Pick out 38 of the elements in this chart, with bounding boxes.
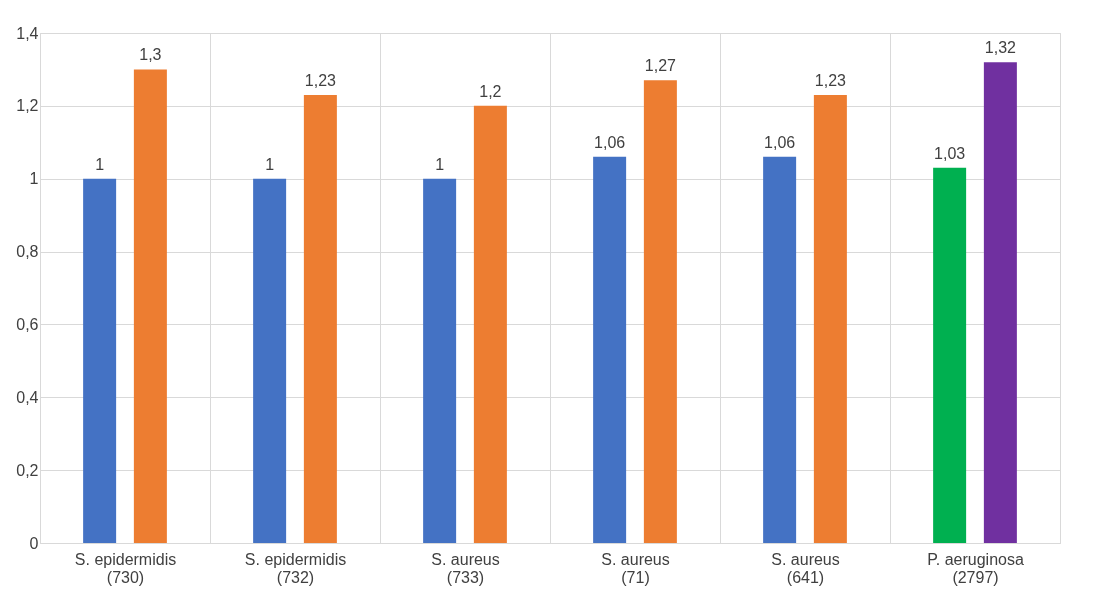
y-tick-label: 0,6 — [16, 315, 39, 333]
bar — [253, 178, 287, 543]
bar — [133, 69, 167, 543]
y-tick-label: 0,4 — [16, 388, 39, 406]
x-tick-label: S. epidermidis (730) — [74, 550, 177, 586]
data-label: 1,06 — [764, 133, 796, 151]
bar — [643, 80, 677, 543]
data-label: 1,2 — [479, 82, 502, 100]
data-label: 1,3 — [139, 46, 162, 64]
x-tick-label: S. aureus (71) — [601, 550, 670, 586]
bar — [303, 94, 337, 543]
data-label: 1 — [265, 155, 275, 173]
data-label: 1 — [435, 155, 445, 173]
bar — [423, 178, 457, 543]
data-label: 1 — [95, 155, 105, 173]
x-tick-label: S. aureus (733) — [431, 550, 500, 586]
bar — [473, 105, 507, 543]
y-tick-label: 1 — [29, 170, 39, 188]
y-tick-label: 0 — [29, 534, 39, 552]
y-tick-label: 0,8 — [16, 243, 39, 261]
data-label: 1,32 — [984, 39, 1017, 57]
x-tick-label: P. aeruginosa (2797) — [927, 550, 1024, 586]
bar — [83, 178, 117, 543]
y-tick-label: 1,2 — [16, 97, 39, 115]
x-tick-label: S. aureus (641) — [771, 550, 840, 586]
bar — [593, 156, 627, 543]
data-label: 1,06 — [594, 133, 626, 151]
bar — [983, 62, 1017, 543]
x-tick-label: S. epidermidis (732) — [244, 550, 347, 586]
bar — [813, 94, 847, 543]
data-label: 1,03 — [934, 144, 966, 162]
data-label: 1,23 — [304, 71, 337, 89]
data-label: 1,23 — [814, 71, 847, 89]
y-tick-label: 1,4 — [16, 24, 39, 42]
y-tick-label: 0,2 — [16, 461, 39, 479]
bar — [933, 167, 967, 543]
data-label: 1,27 — [644, 57, 677, 75]
bar — [763, 156, 797, 543]
